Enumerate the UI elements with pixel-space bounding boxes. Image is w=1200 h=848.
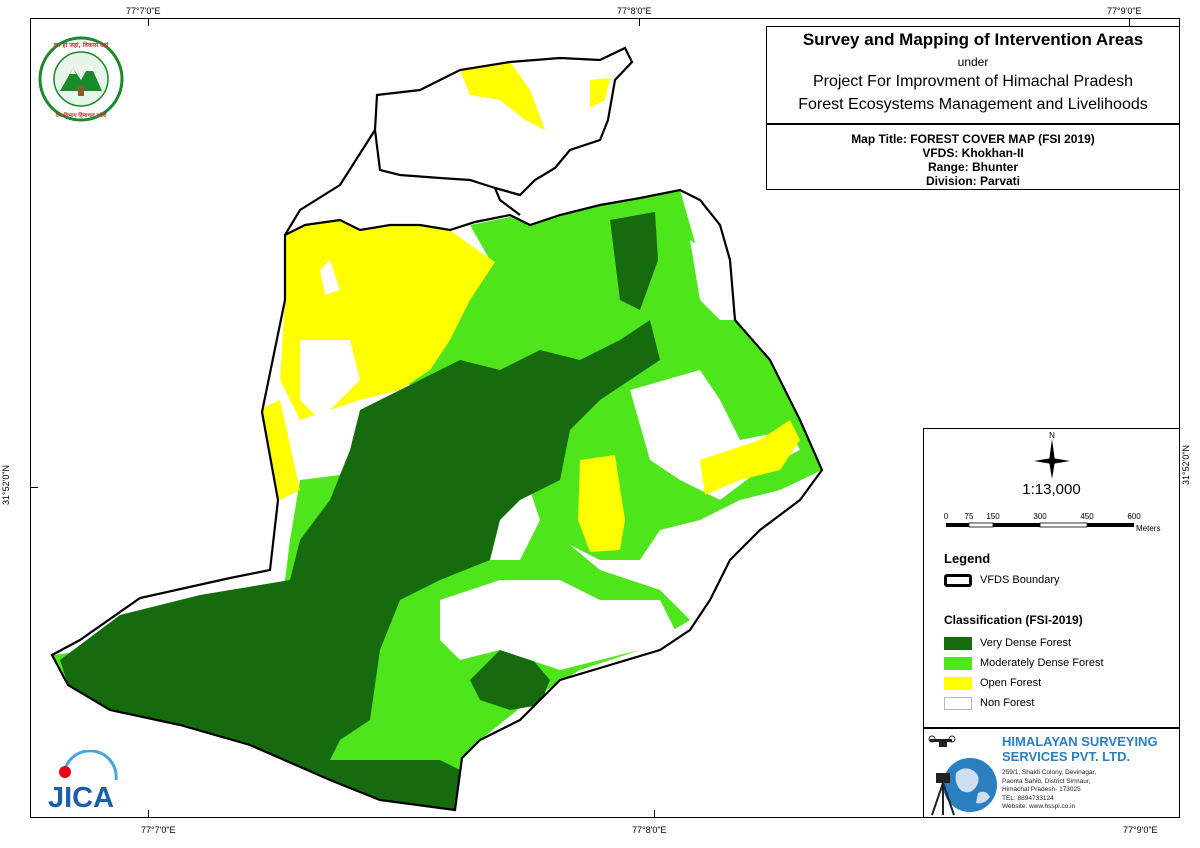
non-forest-swatch bbox=[944, 697, 972, 710]
legend-label: Moderately Dense Forest bbox=[980, 657, 1104, 669]
vfds-boundary-north bbox=[373, 46, 634, 197]
legend-title: Legend bbox=[944, 551, 991, 566]
scale-tick-450: 450 bbox=[1080, 512, 1094, 521]
legend-label: Open Forest bbox=[980, 677, 1042, 689]
scale-tick-150: 150 bbox=[986, 512, 1000, 521]
map-title: Map Title: FOREST COVER MAP (FSI 2019) bbox=[851, 132, 1095, 146]
company-name-line-2: SERVICES PVT. LTD. bbox=[1002, 749, 1131, 764]
scale-tick-600: 600 bbox=[1127, 512, 1141, 521]
company-phone: TEL: 8894733124 bbox=[1002, 794, 1054, 802]
scale-unit: Meters bbox=[1136, 524, 1160, 533]
bottom-lon-label-2: 77°8'0"E bbox=[632, 825, 667, 835]
company-website: Website: www.hsspl.co.in bbox=[1002, 803, 1076, 810]
grid-tick bbox=[639, 18, 640, 26]
survey-title: Survey and Mapping of Intervention Areas bbox=[802, 30, 1144, 49]
moderately-dense-swatch bbox=[944, 657, 972, 670]
hp-forest-logo: वन हो जहां, विकास वहां वन विभाग हिमाचल प… bbox=[38, 36, 124, 122]
north-label: N bbox=[1049, 431, 1055, 440]
division-name: Division: Parvati bbox=[925, 174, 1021, 188]
top-lon-label-1: 77°7'0"E bbox=[126, 6, 161, 16]
project-line-2: Forest Ecosystems Management and Livelih… bbox=[798, 96, 1148, 113]
vfds-name: VFDS: Khokhan-II bbox=[922, 146, 1024, 160]
scale-tick-0: 0 bbox=[944, 512, 949, 521]
title-block: Survey and Mapping of Intervention Areas… bbox=[766, 26, 1180, 124]
legend-label: Very Dense Forest bbox=[980, 637, 1072, 649]
hp-logo-bottom-text: वन विभाग हिमाचल प्रदेश bbox=[55, 111, 107, 119]
open-forest-swatch bbox=[944, 677, 972, 690]
grid-tick bbox=[30, 487, 38, 488]
legend-panel: N 1:13,000 0 75 150 300 450 600 Meters L… bbox=[923, 428, 1180, 728]
hp-forest-emblem-icon: वन हो जहां, विकास वहां वन विभाग हिमाचल प… bbox=[38, 36, 124, 122]
classification-title: Classification (FSI-2019) bbox=[944, 613, 1083, 627]
grid-tick bbox=[654, 810, 655, 818]
vfds-boundary-south bbox=[50, 188, 824, 812]
top-lon-label-3: 77°9'0"E bbox=[1107, 6, 1142, 16]
jica-logo: JICA bbox=[46, 749, 122, 814]
open-forest-holes bbox=[300, 260, 360, 420]
range-name: Range: Bhunter bbox=[928, 160, 1018, 174]
grid-tick bbox=[1129, 18, 1130, 26]
vfds-boundary-link bbox=[284, 129, 376, 236]
scale-tick-75: 75 bbox=[965, 512, 974, 521]
under-text: under bbox=[957, 55, 989, 69]
address-line: Himachal Pradesh- 173025 bbox=[1002, 786, 1081, 793]
bottom-lon-label-1: 77°7'0"E bbox=[141, 825, 176, 835]
vfds-boundary-link bbox=[493, 186, 521, 216]
jica-text: JICA bbox=[48, 782, 114, 812]
very-dense-forest-areas bbox=[60, 212, 660, 810]
boundary-swatch bbox=[944, 574, 972, 587]
scale-ratio: 1:13,000 bbox=[1022, 481, 1081, 498]
north-arrow-icon: N bbox=[1034, 431, 1070, 479]
map-info-block: Map Title: FOREST COVER MAP (FSI 2019) V… bbox=[766, 124, 1180, 190]
top-lon-label-2: 77°8'0"E bbox=[617, 6, 652, 16]
scale-bar: 0 75 150 300 450 600 Meters bbox=[944, 512, 1161, 533]
jica-emblem-icon: JICA bbox=[48, 749, 118, 814]
company-block: HIMALAYAN SURVEYING SERVICES PVT. LTD. 2… bbox=[923, 728, 1180, 818]
legend-label: Non Forest bbox=[980, 697, 1035, 709]
grid-tick bbox=[148, 18, 149, 26]
company-address: 259/1, Shakti Colony, Devinagar, Paonta … bbox=[1002, 769, 1096, 812]
address-line: 259/1, Shakti Colony, Devinagar, bbox=[1002, 769, 1097, 776]
scale-tick-300: 300 bbox=[1033, 512, 1047, 521]
address-line: Paonta Sahib, District Sirmaur, bbox=[1002, 777, 1091, 785]
hp-logo-top-text: वन हो जहां, विकास वहां bbox=[53, 41, 109, 49]
legend-label: VFDS Boundary bbox=[980, 574, 1060, 586]
company-logo-icon bbox=[928, 735, 997, 816]
company-name-line-1: HIMALAYAN SURVEYING bbox=[1002, 734, 1158, 749]
grid-tick bbox=[148, 810, 149, 818]
project-line-1: Project For Improvment of Himachal Prade… bbox=[812, 73, 1134, 90]
bottom-lon-label-3: 77°9'0"E bbox=[1123, 825, 1158, 835]
very-dense-swatch bbox=[944, 637, 972, 650]
company-name: HIMALAYAN SURVEYING SERVICES PVT. LTD. bbox=[1002, 734, 1158, 764]
